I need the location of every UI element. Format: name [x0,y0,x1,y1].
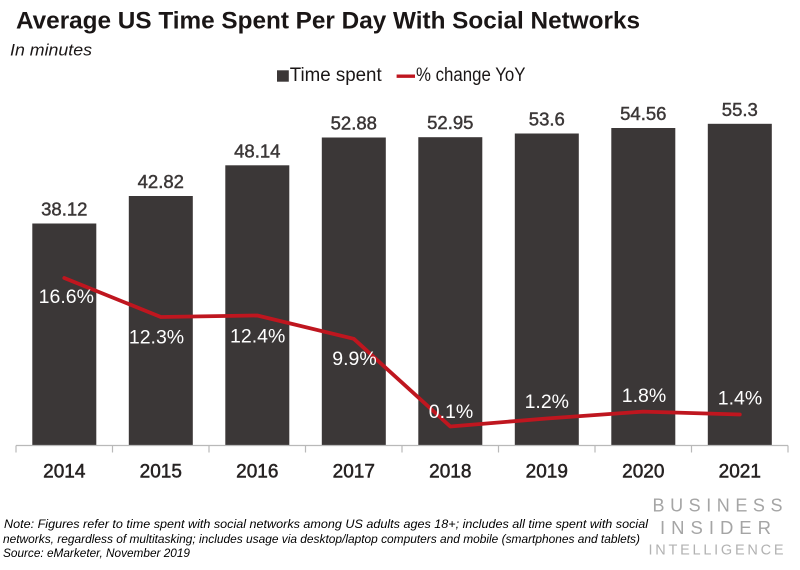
svg-text:Source: eMarketer, November 20: Source: eMarketer, November 2019 [3,546,190,560]
svg-text:2017: 2017 [333,462,375,483]
svg-text:2016: 2016 [236,462,278,483]
svg-text:16.6%: 16.6% [39,286,94,308]
svg-text:12.4%: 12.4% [230,326,285,348]
svg-text:12.3%: 12.3% [129,327,184,349]
svg-text:2021: 2021 [719,462,761,483]
svg-text:Note: Figures refer to time sp: Note: Figures refer to time spent with s… [4,517,649,531]
svg-text:54.56: 54.56 [620,103,666,124]
svg-text:2019: 2019 [526,462,568,483]
svg-text:2015: 2015 [140,462,182,483]
svg-text:2018: 2018 [429,462,471,483]
svg-text:52.95: 52.95 [427,112,473,133]
svg-text:52.88: 52.88 [331,112,377,133]
svg-text:1.2%: 1.2% [525,391,569,413]
svg-text:53.6: 53.6 [529,109,565,130]
svg-text:networks, regardless of multit: networks, regardless of multitasking; in… [3,532,640,546]
svg-text:INTELLIGENCE: INTELLIGENCE [649,543,784,559]
svg-text:BUSINESS: BUSINESS [653,496,783,516]
svg-text:% change YoY: % change YoY [416,65,526,86]
svg-text:48.14: 48.14 [234,140,280,161]
svg-text:38.12: 38.12 [41,199,87,220]
svg-text:1.8%: 1.8% [622,385,666,407]
svg-text:Average US Time Spent Per Day: Average US Time Spent Per Day With Socia… [16,8,640,35]
svg-text:1.4%: 1.4% [718,388,762,410]
svg-text:2014: 2014 [43,462,86,483]
svg-text:2020: 2020 [622,462,664,483]
svg-text:9.9%: 9.9% [332,348,376,370]
svg-text:0.1%: 0.1% [429,401,473,423]
svg-text:In minutes: In minutes [10,41,93,60]
svg-text:55.3: 55.3 [722,99,758,120]
svg-text:Time spent: Time spent [290,65,383,86]
svg-text:42.82: 42.82 [138,171,184,192]
